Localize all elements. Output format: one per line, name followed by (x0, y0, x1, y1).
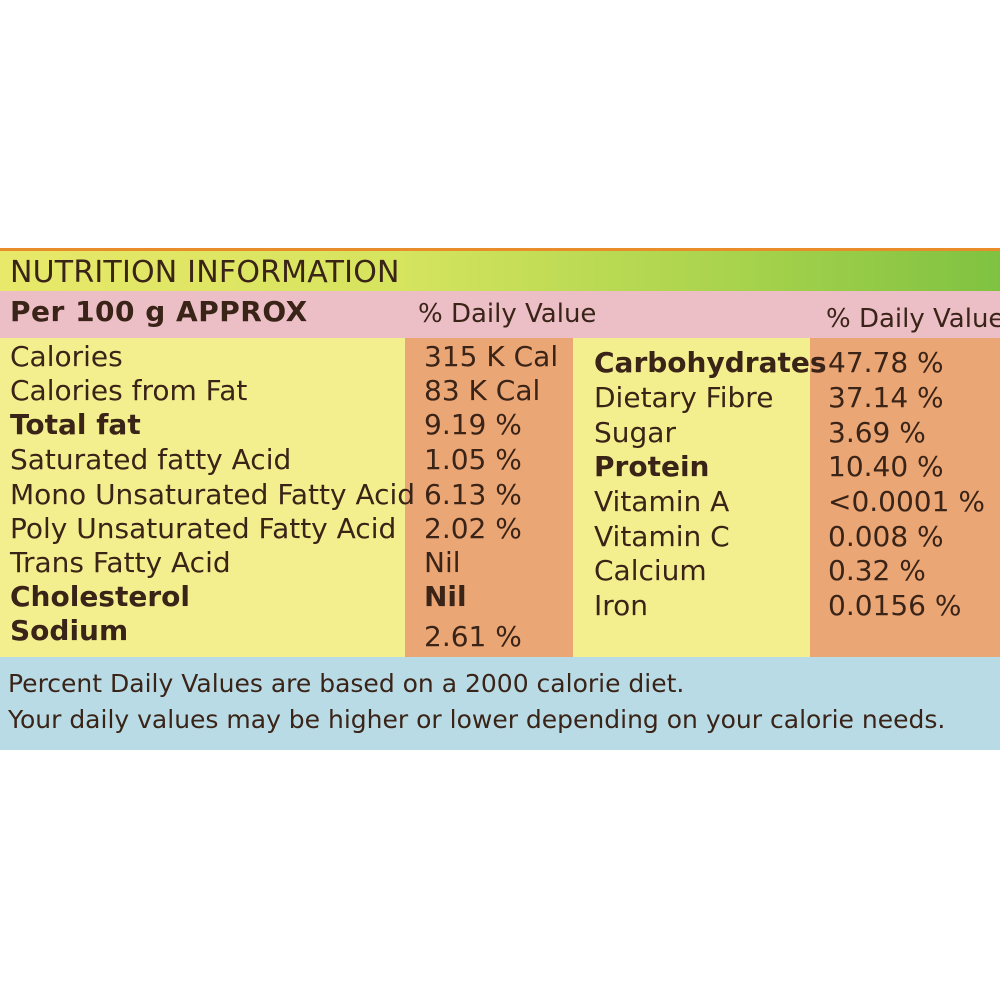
nutrient-label: Saturated fatty Acid (10, 443, 292, 476)
nutrient-label: Dietary Fibre (594, 381, 774, 414)
nutrient-value: 1.05 % (424, 443, 522, 476)
nutrient-label: Sugar (594, 416, 676, 449)
nutrient-value: 10.40 % (828, 450, 944, 483)
daily-value-heading-left: % Daily Value (418, 299, 597, 329)
nutrient-value: 315 K Cal (424, 340, 559, 373)
nutrient-label: Calcium (594, 554, 707, 587)
footnote-line-1: Percent Daily Values are based on a 2000… (8, 669, 685, 698)
nutrient-value: Nil (424, 580, 467, 613)
nutrient-label: Protein (594, 450, 710, 483)
nutrient-label: Sodium (10, 614, 129, 647)
left-label-column (0, 338, 405, 657)
header-bar: Per 100 g APPROX % Daily Value % Daily V… (0, 291, 1000, 338)
nutrient-value: 3.69 % (828, 416, 926, 449)
footnote-line-2: Your daily values may be higher or lower… (8, 705, 946, 734)
nutrient-value: 0.32 % (828, 554, 926, 587)
nutrient-value: 2.61 % (424, 620, 522, 653)
nutrient-label: Poly Unsaturated Fatty Acid (10, 512, 397, 545)
nutrient-value: 6.13 % (424, 478, 522, 511)
right-label-column (573, 338, 810, 657)
nutrient-table: Calories 315 K Cal Calories from Fat 83 … (0, 338, 1000, 657)
nutrient-label: Mono Unsaturated Fatty Acid (10, 478, 416, 511)
nutrient-label: Calories (10, 340, 123, 373)
nutrient-label: Iron (594, 589, 649, 622)
nutrient-label: Trans Fatty Acid (10, 546, 231, 579)
right-value-column (810, 338, 1000, 657)
nutrient-value: 37.14 % (828, 381, 944, 414)
label-title: NUTRITION INFORMATION (10, 255, 400, 290)
nutrient-value: 9.19 % (424, 408, 522, 441)
nutrient-value: 47.78 % (828, 346, 944, 379)
title-bar: NUTRITION INFORMATION (0, 251, 1000, 291)
nutrient-label: Cholesterol (10, 580, 190, 613)
nutrient-value: 0.0156 % (828, 589, 962, 622)
left-value-column (405, 338, 573, 657)
daily-value-heading-right: % Daily Value (826, 304, 1000, 334)
nutrient-label: Vitamin A (594, 485, 730, 518)
nutrient-value: 83 K Cal (424, 374, 541, 407)
nutrient-label: Carbohydrates (594, 346, 827, 379)
footnote: Percent Daily Values are based on a 2000… (0, 657, 1000, 750)
nutrition-label: NUTRITION INFORMATION Per 100 g APPROX %… (0, 248, 1000, 750)
nutrient-value: 0.008 % (828, 520, 944, 553)
nutrient-value: 2.02 % (424, 512, 522, 545)
nutrient-value: Nil (424, 546, 461, 579)
nutrient-label: Vitamin C (594, 520, 730, 553)
nutrient-label: Total fat (10, 408, 141, 441)
per-serving-heading: Per 100 g APPROX (10, 295, 308, 328)
nutrient-label: Calories from Fat (10, 374, 248, 407)
nutrient-value: <0.0001 % (828, 485, 985, 518)
